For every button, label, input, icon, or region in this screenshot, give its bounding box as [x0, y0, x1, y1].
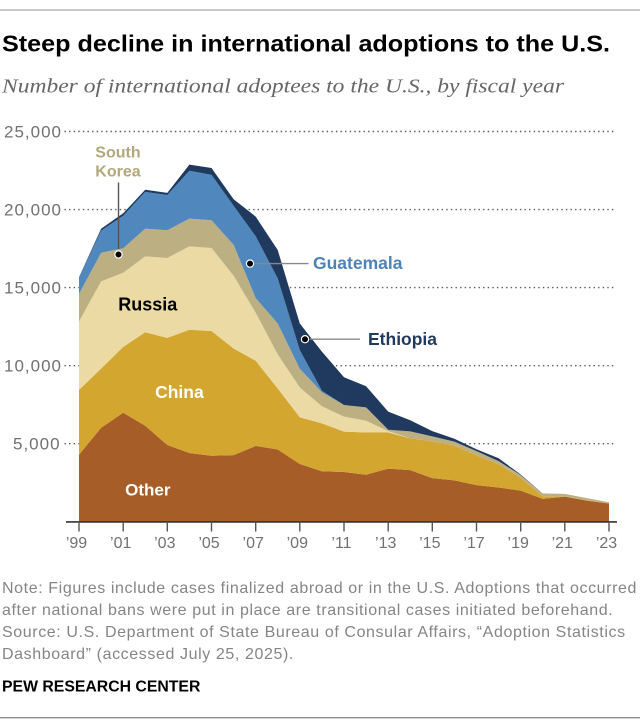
svg-text:’05: ’05: [198, 535, 219, 552]
svg-text:Steep decline in international: Steep decline in international adoptions…: [2, 31, 610, 57]
svg-text:China: China: [155, 382, 204, 402]
svg-text:’01: ’01: [110, 535, 131, 552]
svg-text:’19: ’19: [508, 535, 529, 552]
svg-text:Russia: Russia: [118, 295, 178, 315]
svg-text:Note: Figures include cases fi: Note: Figures include cases finalized ab…: [2, 580, 637, 597]
svg-text:’07: ’07: [243, 535, 264, 552]
svg-text:PEW RESEARCH CENTER: PEW RESEARCH CENTER: [2, 679, 201, 696]
svg-text:after national bans were put i: after national bans were put in place ar…: [2, 602, 613, 619]
svg-text:’99: ’99: [66, 535, 87, 552]
svg-text:Number of international adopte: Number of international adoptees to the …: [1, 77, 565, 98]
svg-text:Other: Other: [125, 481, 171, 500]
svg-text:10,000: 10,000: [4, 357, 62, 376]
svg-text:25,000: 25,000: [4, 123, 62, 142]
svg-text:20,000: 20,000: [4, 201, 62, 220]
svg-text:Ethiopia: Ethiopia: [368, 329, 437, 349]
svg-text:15,000: 15,000: [4, 279, 62, 298]
svg-text:’09: ’09: [287, 535, 308, 552]
svg-text:’13: ’13: [375, 535, 396, 552]
svg-text:Source: U.S. Department of Sta: Source: U.S. Department of State Bureau …: [2, 624, 626, 641]
svg-text:’17: ’17: [463, 535, 484, 552]
svg-text:’21: ’21: [552, 535, 573, 552]
svg-text:Guatemala: Guatemala: [313, 253, 403, 273]
svg-text:’15: ’15: [419, 535, 440, 552]
svg-text:5,000: 5,000: [13, 435, 61, 454]
svg-text:Korea: Korea: [95, 164, 140, 181]
svg-text:’11: ’11: [331, 535, 351, 552]
svg-text:South: South: [95, 145, 140, 162]
svg-text:’23: ’23: [596, 535, 617, 552]
svg-text:’03: ’03: [154, 535, 175, 552]
svg-text:Dashboard” (accessed July 25,: Dashboard” (accessed July 25, 2025).: [2, 646, 294, 663]
